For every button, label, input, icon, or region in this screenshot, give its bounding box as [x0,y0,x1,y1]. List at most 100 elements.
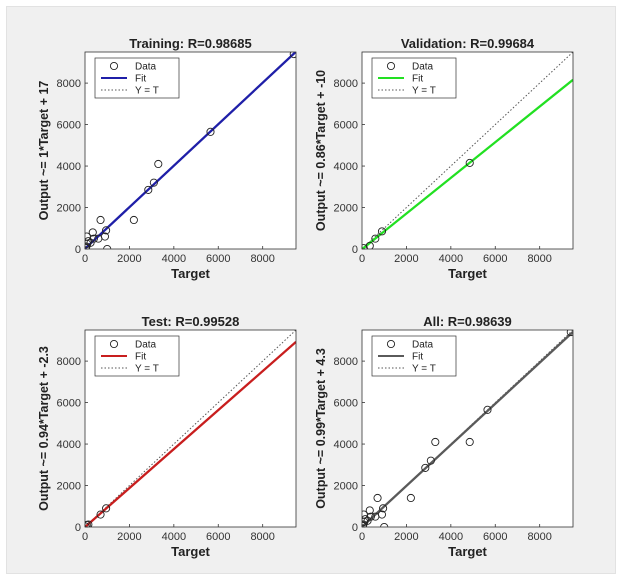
x-tick-label: 6000 [483,253,507,265]
data-point [100,232,110,241]
y-tick-label: 0 [75,522,81,534]
plot-title: Validation: R=0.99684 [401,36,535,51]
x-tick-label: 0 [82,253,88,265]
legend-label-identity: Y = T [135,364,159,375]
data-point [371,234,380,243]
y-tick-label: 6000 [334,120,358,132]
y-tick-label: 4000 [57,161,81,173]
plot-content [362,52,573,249]
y-axis-label: Output ~= 0.86*Target + -10 [314,70,328,231]
plot-test: 0 2000 4000 6000 8000 0 2000 4000 6000 8000 Test: … [37,314,297,559]
data-point [377,227,387,236]
data-point [96,510,105,519]
data-point [154,159,163,169]
y-tick-label: 6000 [57,398,81,410]
x-axis-label: Target [448,266,487,281]
y-tick-label: 6000 [334,398,358,410]
x-tick-label: 2000 [117,253,141,265]
y-tick-label: 2000 [57,203,81,215]
data-point [144,185,153,194]
data-point [85,232,91,241]
x-tick-label: 2000 [117,531,141,543]
data-point [566,330,573,337]
data-point [362,244,368,249]
plot-content [85,52,296,249]
data-point [85,522,90,527]
data-point [483,405,492,414]
legend-label-identity: Y = T [135,86,159,97]
data-point [380,522,389,527]
data-point [465,158,474,167]
legend-marker-data [109,61,119,71]
data-point [365,506,374,515]
legend-label-data: Data [135,340,157,351]
data-point [377,510,387,519]
identity-line [362,52,573,249]
x-tick-label: 4000 [439,531,463,543]
fit-line [362,78,573,249]
x-tick-label: 6000 [206,253,230,265]
y-tick-label: 8000 [334,78,358,90]
legend-label-fit: Fit [412,74,423,85]
regression-figure: 0 2000 4000 6000 8000 0 2000 4000 6000 8000 Traini… [6,6,616,574]
data-point [406,493,415,503]
legend-marker-data [386,339,396,349]
y-tick-label: 2000 [334,481,358,493]
y-tick-label: 8000 [57,356,81,368]
plot-title: Training: R=0.98685 [129,36,251,51]
legend-label-fit: Fit [135,352,146,363]
x-tick-label: 8000 [527,253,551,265]
axes-frame [361,51,574,250]
legend-label-data: Data [135,62,157,73]
data-point [89,234,98,243]
y-tick-label: 2000 [334,203,358,215]
x-axis-label: Target [171,266,210,281]
y-tick-label: 2000 [57,481,81,493]
y-tick-label: 8000 [334,356,358,368]
x-tick-label: 8000 [527,531,551,543]
y-tick-label: 4000 [334,161,358,173]
data-point [102,226,111,235]
y-axis-label: Output ~= 0.99*Target + 4.3 [314,348,328,509]
legend-label-identity: Y = T [412,86,436,97]
data-point [102,504,111,513]
legend-label-fit: Fit [135,74,146,85]
plot-title: Test: R=0.99528 [142,314,240,329]
x-tick-label: 6000 [206,531,230,543]
x-tick-label: 4000 [162,531,186,543]
data-point [88,228,97,237]
legend-marker-data [109,339,119,349]
data-point [421,463,430,472]
y-tick-label: 0 [352,522,358,534]
data-point [465,437,474,447]
y-tick-label: 0 [75,244,81,256]
x-tick-label: 6000 [483,531,507,543]
data-point [206,127,215,136]
fit-line [85,341,296,527]
y-axis-label: Output ~= 1*Target + 17 [37,81,51,221]
x-tick-label: 2000 [394,253,418,265]
data-point [129,215,138,225]
axes-frame [84,51,297,250]
x-axis-label: Target [171,544,210,559]
y-tick-label: 4000 [57,439,81,451]
data-point [379,504,388,513]
x-tick-label: 2000 [394,531,418,543]
data-point [85,520,93,527]
plot-all: 0 2000 4000 6000 8000 0 2000 4000 6000 8000 All: R… [314,314,574,559]
data-point [365,241,374,249]
x-tick-label: 4000 [439,253,463,265]
data-point [362,510,368,519]
x-tick-label: 0 [359,253,365,265]
data-point [373,493,382,503]
y-axis-label: Output ~= 0.94*Target + -2.3 [37,346,51,511]
legend-label-fit: Fit [412,352,423,363]
legend-label-identity: Y = T [412,364,436,375]
x-tick-label: 0 [359,531,365,543]
data-point [426,456,435,465]
y-tick-label: 0 [352,244,358,256]
